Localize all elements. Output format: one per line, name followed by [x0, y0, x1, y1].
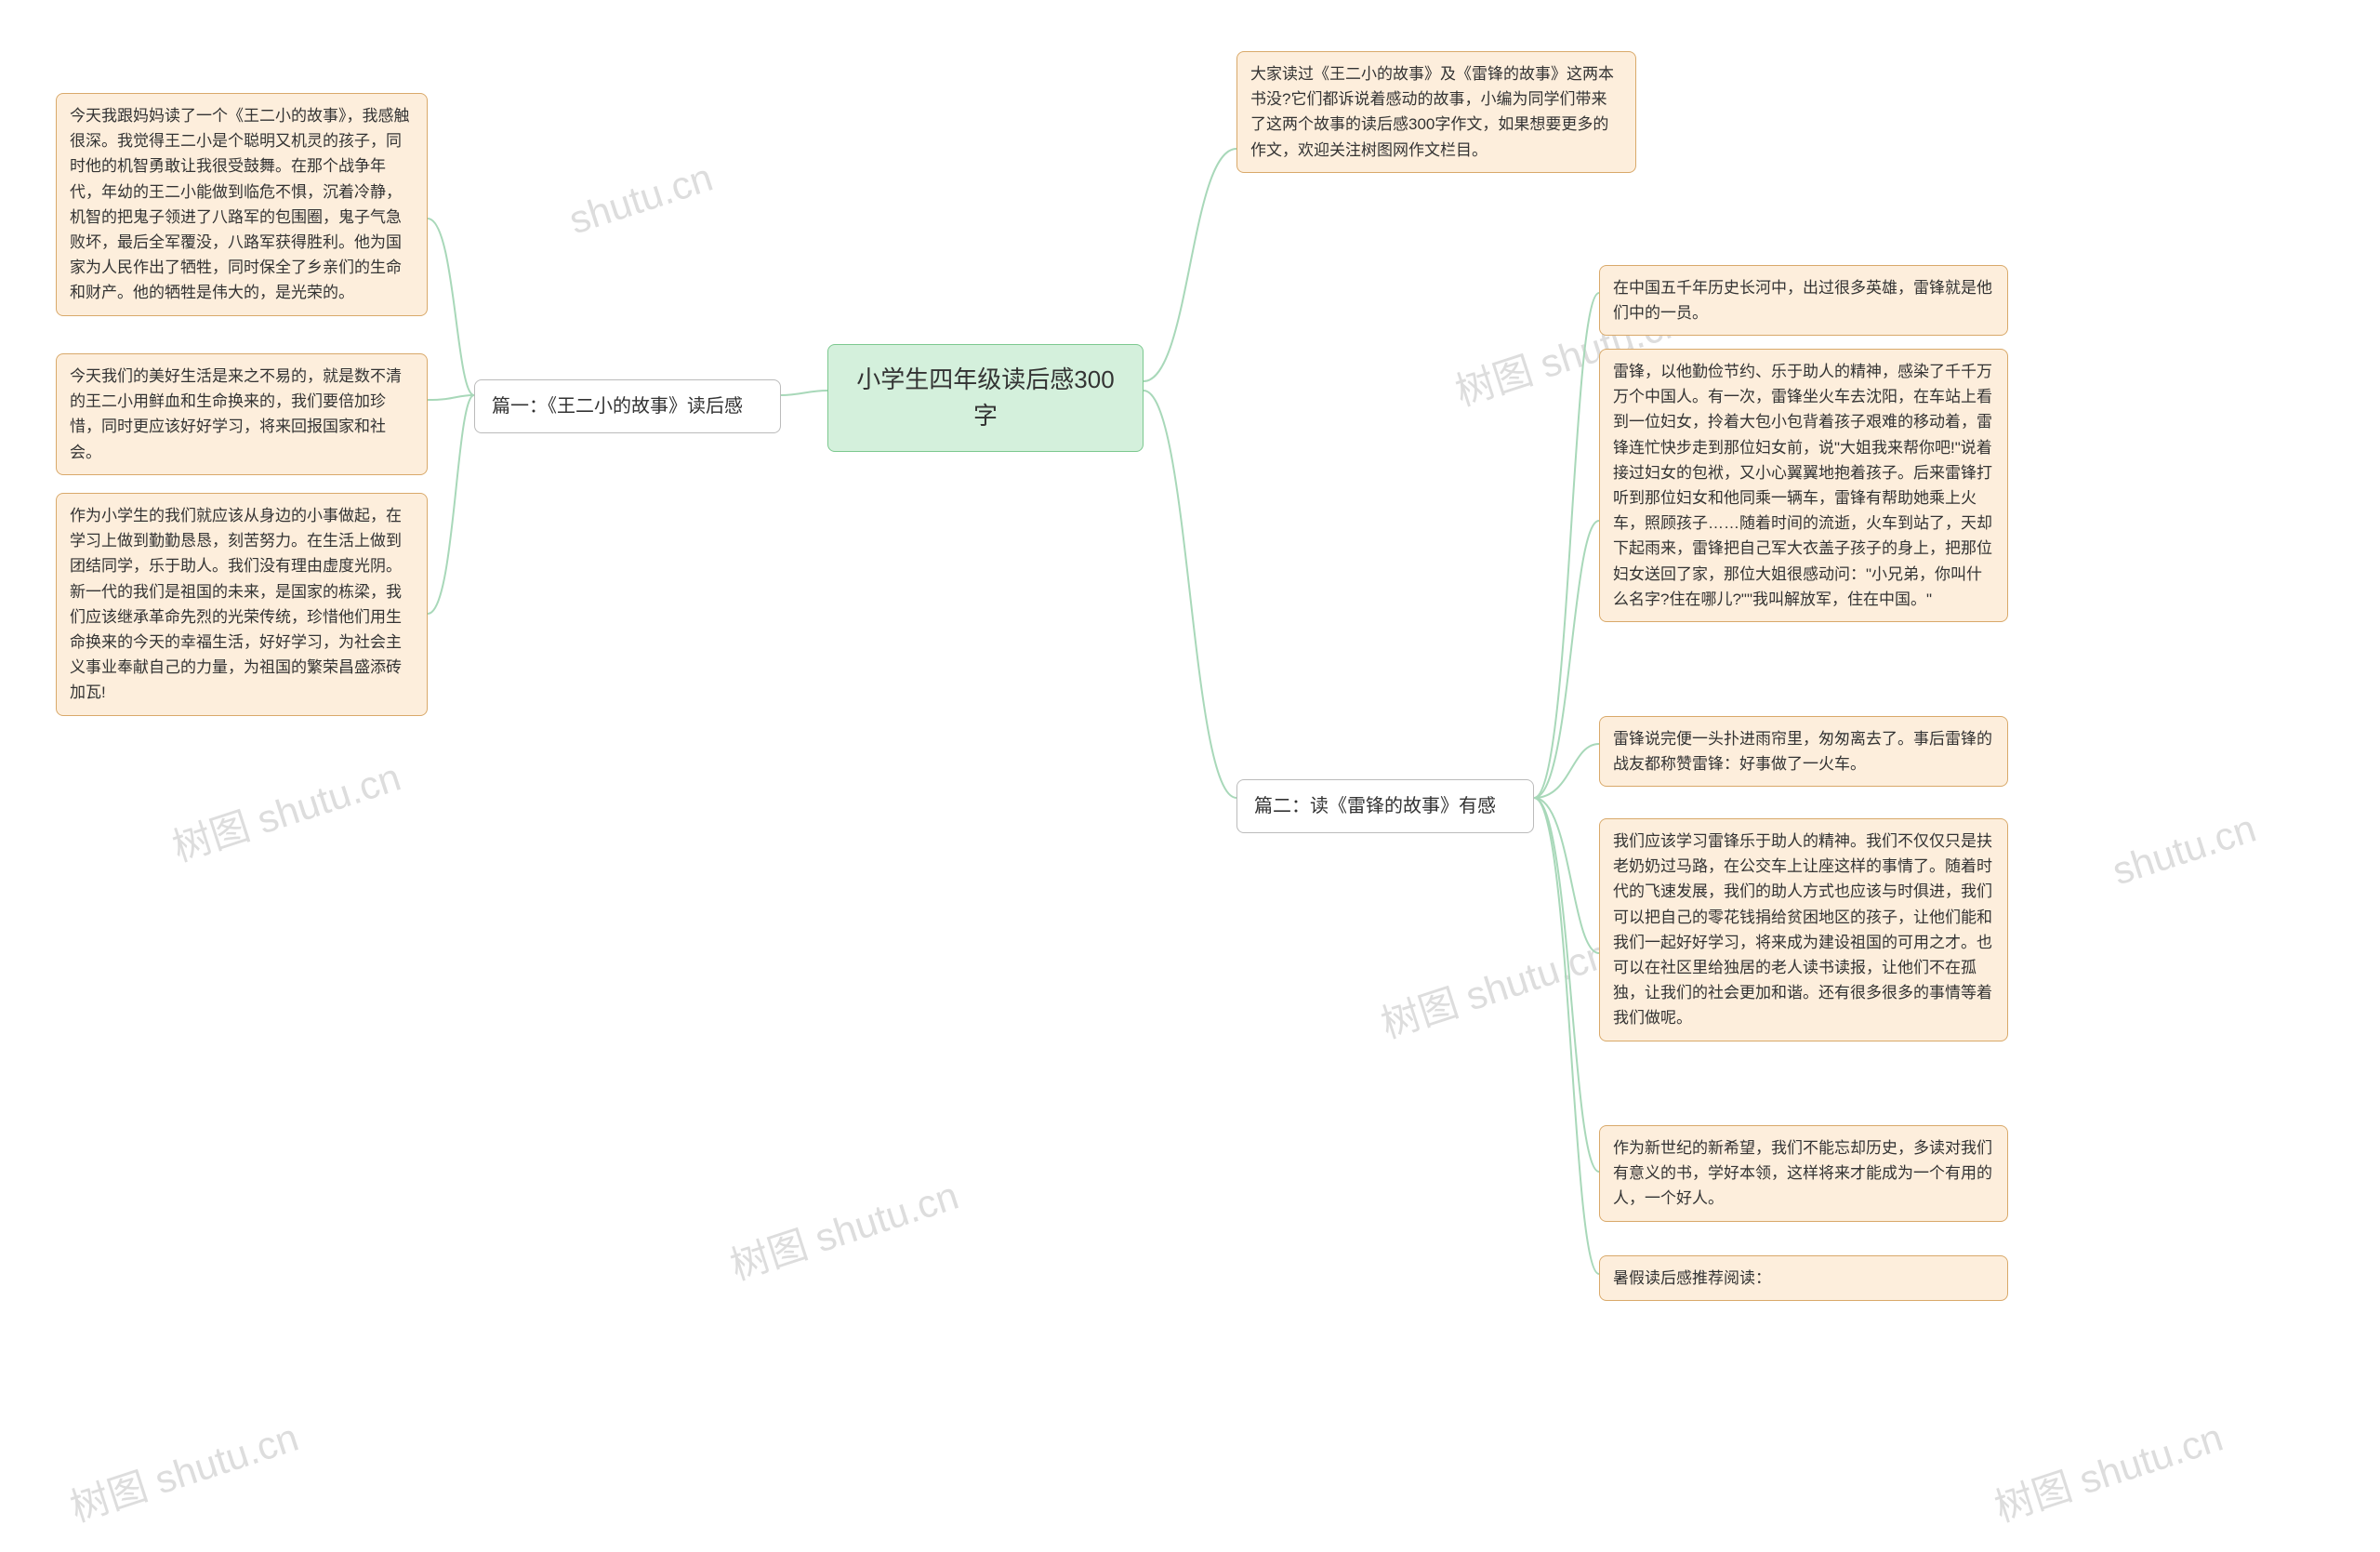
left-leaf-1[interactable]: 今天我跟妈妈读了一个《王二小的故事》，我感触很深。我觉得王二小是个聪明又机灵的孩…	[56, 93, 428, 316]
watermark: shutu.cn	[2107, 806, 2261, 895]
watermark: 树图 shutu.cn	[1373, 922, 1616, 1050]
center-node[interactable]: 小学生四年级读后感300字	[827, 344, 1144, 452]
left-leaf-3[interactable]: 作为小学生的我们就应该从身边的小事做起，在学习上做到勤勤恳恳，刻苦努力。在生活上…	[56, 493, 428, 716]
watermark: 树图 shutu.cn	[165, 746, 407, 873]
left-leaf-2[interactable]: 今天我们的美好生活是来之不易的，就是数不清的王二小用鲜血和生命换来的，我们要倍加…	[56, 353, 428, 475]
left-branch-title[interactable]: 篇一：《王二小的故事》读后感	[474, 379, 781, 433]
right-branch-title[interactable]: 篇二：读《雷锋的故事》有感	[1236, 779, 1534, 833]
watermark: shutu.cn	[563, 155, 718, 244]
watermark: 树图 shutu.cn	[62, 1406, 305, 1533]
watermark: 树图 shutu.cn	[1987, 1406, 2229, 1533]
right-leaf-6[interactable]: 暑假读后感推荐阅读：	[1599, 1255, 2008, 1301]
watermark: 树图 shutu.cn	[722, 1164, 965, 1292]
right-leaf-3[interactable]: 雷锋说完便一头扑进雨帘里，匆匆离去了。事后雷锋的战友都称赞雷锋：好事做了一火车。	[1599, 716, 2008, 787]
right-leaf-5[interactable]: 作为新世纪的新希望，我们不能忘却历史，多读对我们有意义的书，学好本领，这样将来才…	[1599, 1125, 2008, 1222]
right-leaf-4[interactable]: 我们应该学习雷锋乐于助人的精神。我们不仅仅只是扶老奶奶过马路，在公交车上让座这样…	[1599, 818, 2008, 1041]
right-leaf-1[interactable]: 在中国五千年历史长河中，出过很多英雄，雷锋就是他们中的一员。	[1599, 265, 2008, 336]
right-leaf-2[interactable]: 雷锋，以他勤俭节约、乐于助人的精神，感染了千千万万个中国人。有一次，雷锋坐火车去…	[1599, 349, 2008, 622]
intro-leaf[interactable]: 大家读过《王二小的故事》及《雷锋的故事》这两本书没?它们都诉说着感动的故事，小编…	[1236, 51, 1636, 173]
